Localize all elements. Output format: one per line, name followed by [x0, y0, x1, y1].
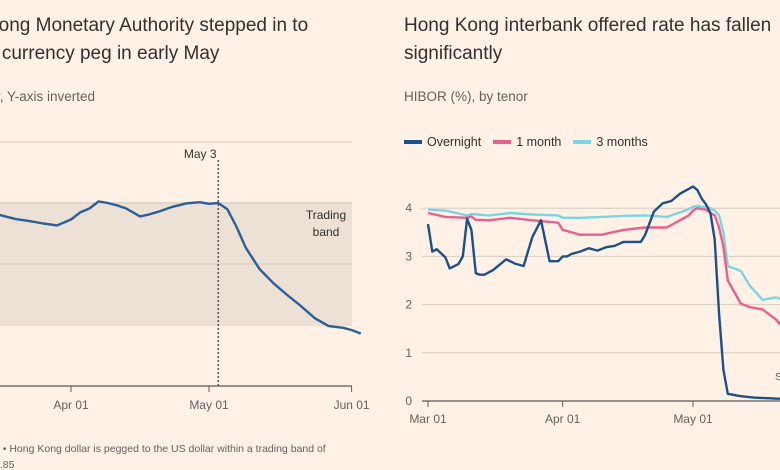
trading-band-area [0, 202, 352, 324]
may3-annotation-label: May 3 [184, 147, 217, 161]
right-x-tick-label: Apr 01 [545, 412, 581, 426]
right-y-tick-label: 1 [405, 346, 412, 360]
left-chart-panel: Kong Monetary Authority stepped in to e … [0, 12, 374, 470]
legend-item-1-month: 1 month [493, 135, 561, 149]
trading-band-label: band [313, 225, 340, 239]
legend-swatch-overnight [404, 140, 422, 144]
right-chart-title: Hong Kong interbank offered rate has fal… [404, 12, 780, 68]
legend-label-overnight: Overnight [427, 135, 482, 149]
legend-swatch-1-month [493, 140, 512, 144]
left-x-tick-label: Apr 01 [53, 398, 89, 412]
right-y-tick-label: 4 [405, 201, 412, 215]
right-series-line-1-month [427, 206, 780, 326]
left-title-text: Kong Monetary Authority stepped in to e … [0, 15, 309, 64]
left-chart-footnote: g • Hong Kong dollar is pegged to the US… [0, 441, 374, 470]
legend-swatch-3-months [573, 140, 592, 144]
right-y-tick-label: 2 [405, 298, 412, 312]
left-series-line [0, 200, 362, 335]
right-series-line-overnight [426, 185, 780, 400]
right-y-tick-label: 3 [405, 249, 412, 263]
legend-label-1-month: 1 month [516, 135, 562, 149]
legend-item-overnight: Overnight [404, 135, 481, 149]
legend-item-3-months: 3 months [573, 135, 648, 149]
left-chart-plot: Apr 01 May 01 Jun 01 May 3 Trading band [0, 141, 370, 412]
left-footnote-text: g • Hong Kong dollar is pegged to the US… [0, 443, 326, 470]
left-x-tick-label: May 01 [189, 398, 229, 412]
right-y-tick-label: 0 [405, 394, 412, 408]
left-chart-title: Kong Monetary Authority stepped in to e … [0, 12, 356, 68]
right-chart-subtitle: HIBOR (%), by tenor [404, 89, 528, 104]
right-title-text: Hong Kong interbank offered rate has fal… [404, 15, 772, 64]
right-chart-plot: 0 1 2 3 4 Mar 01 Apr 01 May 01 [405, 185, 780, 426]
trading-band-label: Trading [306, 208, 346, 222]
right-chart-source: S [775, 371, 780, 383]
left-x-tick-label: Jun 01 [334, 398, 370, 412]
right-chart-panel: Hong Kong interbank offered rate has fal… [390, 0, 780, 470]
legend-label-3-months: 3 months [596, 135, 648, 149]
right-x-tick-label: Mar 01 [409, 412, 447, 426]
right-series-line-3-months [427, 204, 780, 301]
left-chart-subtitle: r, Y-axis inverted [0, 89, 96, 104]
right-x-tick-label: May 01 [673, 412, 713, 426]
right-chart-legend: Overnight 1 month 3 months [404, 135, 648, 149]
